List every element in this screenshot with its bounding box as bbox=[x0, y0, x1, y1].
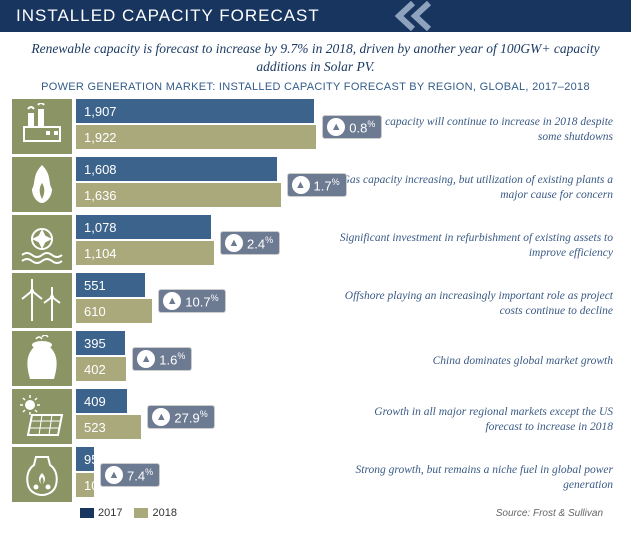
hydro-icon bbox=[12, 215, 72, 270]
legend-swatch-2018 bbox=[134, 508, 148, 518]
arrow-up-icon: ▲ bbox=[105, 466, 123, 484]
row-description: Gas capacity increasing, but utilization… bbox=[332, 157, 617, 212]
bar-area: 551610▲10.7% bbox=[72, 273, 332, 328]
arrow-up-icon: ▲ bbox=[292, 176, 310, 194]
gas-icon bbox=[12, 157, 72, 212]
chart-row: 1,9071,922▲0.8%Coal capacity will contin… bbox=[12, 99, 617, 154]
bio-icon bbox=[12, 447, 72, 502]
bar-2017: 1,608 bbox=[76, 157, 277, 181]
wind-icon bbox=[12, 273, 72, 328]
growth-badge: ▲27.9% bbox=[147, 405, 214, 429]
chart-rows: 1,9071,922▲0.8%Coal capacity will contin… bbox=[0, 99, 631, 502]
growth-badge: ▲0.8% bbox=[322, 115, 382, 139]
bar-2018: 1,104 bbox=[76, 241, 214, 265]
growth-badge: ▲1.6% bbox=[132, 347, 192, 371]
bar-area: 1,6081,636▲1.7% bbox=[72, 157, 332, 212]
growth-value: 2.4% bbox=[247, 235, 273, 251]
solar-icon bbox=[12, 389, 72, 444]
chart-title: POWER GENERATION MARKET: INSTALLED CAPAC… bbox=[0, 79, 631, 99]
chart-row: 395402▲1.6%China dominates global market… bbox=[12, 331, 617, 386]
bar-area: 1,0781,104▲2.4% bbox=[72, 215, 332, 270]
growth-badge: ▲7.4% bbox=[100, 463, 160, 487]
growth-value: 1.6% bbox=[159, 351, 185, 367]
chart-row: 409523▲27.9%Growth in all major regional… bbox=[12, 389, 617, 444]
legend-label-2018: 2018 bbox=[152, 507, 176, 519]
row-description: Strong growth, but remains a niche fuel … bbox=[332, 447, 617, 502]
row-description: Growth in all major regional markets exc… bbox=[332, 389, 617, 444]
bar-area: 1,9071,922▲0.8% bbox=[72, 99, 332, 154]
growth-badge: ▲2.4% bbox=[220, 231, 280, 255]
legend-label-2017: 2017 bbox=[98, 507, 122, 519]
arrow-up-icon: ▲ bbox=[163, 292, 181, 310]
row-description: Offshore playing an increasingly importa… bbox=[332, 273, 617, 328]
chart-row: 95 102 ▲7.4% Strong growth, but remains a n… bbox=[12, 447, 617, 502]
bar-area: 95 102 ▲7.4% bbox=[72, 447, 332, 502]
bar-2017: 395 bbox=[76, 331, 125, 355]
header-bar: INSTALLED CAPACITY FORECAST bbox=[0, 0, 631, 32]
bar-2017: 95 bbox=[76, 447, 94, 471]
bar-2018: 610 bbox=[76, 299, 152, 323]
bar-area: 395402▲1.6% bbox=[72, 331, 332, 386]
growth-value: 7.4% bbox=[127, 467, 153, 483]
chevron-icon bbox=[395, 0, 441, 32]
row-description: China dominates global market growth bbox=[332, 331, 617, 386]
bar-2017: 551 bbox=[76, 273, 145, 297]
growth-value: 1.7% bbox=[314, 177, 340, 193]
arrow-up-icon: ▲ bbox=[225, 234, 243, 252]
bar-2017: 1,907 bbox=[76, 99, 314, 123]
coal-icon bbox=[12, 99, 72, 154]
growth-value: 0.8% bbox=[349, 119, 375, 135]
bar-2018: 1,922 bbox=[76, 125, 316, 149]
bar-2018: 523 bbox=[76, 415, 141, 439]
bar-2017: 1,078 bbox=[76, 215, 211, 239]
bar-2018: 1,636 bbox=[76, 183, 281, 207]
growth-badge: ▲10.7% bbox=[158, 289, 225, 313]
bar-2018: 402 bbox=[76, 357, 126, 381]
chart-row: 1,6081,636▲1.7%Gas capacity increasing, … bbox=[12, 157, 617, 212]
legend: 2017 2018 Source: Frost & Sullivan bbox=[0, 505, 631, 519]
header-title: INSTALLED CAPACITY FORECAST bbox=[16, 6, 320, 25]
bar-2017: 409 bbox=[76, 389, 127, 413]
growth-value: 27.9% bbox=[174, 409, 207, 425]
growth-value: 10.7% bbox=[185, 293, 218, 309]
growth-badge: ▲1.7% bbox=[287, 173, 347, 197]
bar-2018: 102 bbox=[76, 473, 94, 497]
legend-swatch-2017 bbox=[80, 508, 94, 518]
nuclear-icon bbox=[12, 331, 72, 386]
source-text: Source: Frost & Sullivan bbox=[496, 508, 617, 519]
row-description: Significant investment in refurbishment … bbox=[332, 215, 617, 270]
bar-area: 409523▲27.9% bbox=[72, 389, 332, 444]
chart-row: 1,0781,104▲2.4%Significant investment in… bbox=[12, 215, 617, 270]
chart-row: 551610▲10.7%Offshore playing an increasi… bbox=[12, 273, 617, 328]
subheading: Renewable capacity is forecast to increa… bbox=[0, 32, 631, 79]
arrow-up-icon: ▲ bbox=[152, 408, 170, 426]
arrow-up-icon: ▲ bbox=[137, 350, 155, 368]
arrow-up-icon: ▲ bbox=[327, 118, 345, 136]
